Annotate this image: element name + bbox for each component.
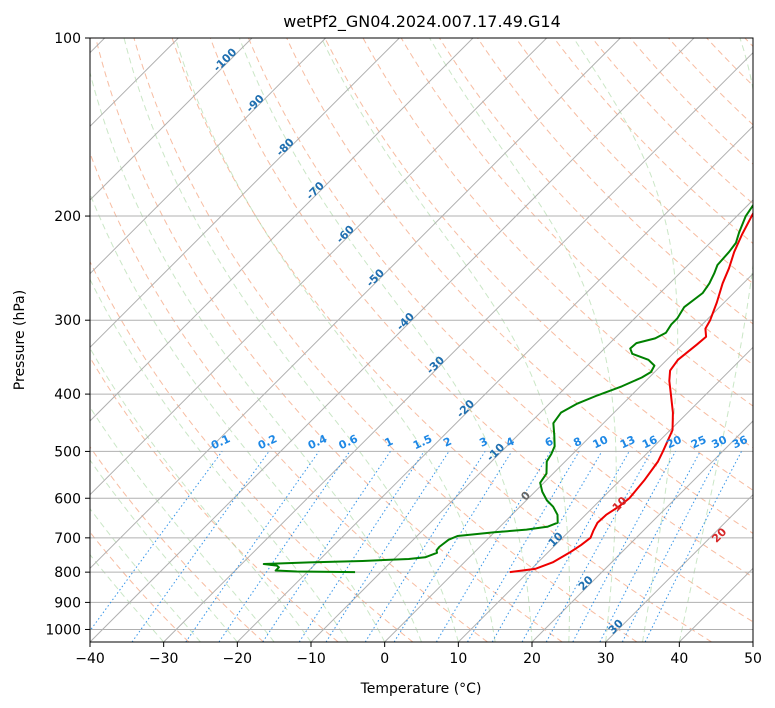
x-tick-label: 40 [670, 651, 688, 667]
mixing-ratio-line [218, 451, 351, 642]
isotherm-gridline [90, 38, 695, 642]
x-axis: −40 −30 −20 −10 0 10 20 30 40 50 [75, 642, 762, 667]
mixing-ratio-line [545, 451, 652, 642]
moist-adiabat [90, 507, 201, 642]
moist-adiabat [123, 38, 459, 642]
dry-adiabat [400, 38, 753, 407]
moist-adiabat [678, 38, 753, 642]
x-tick-label: −30 [149, 651, 179, 667]
isotherm-gridline [605, 493, 753, 642]
mixing-ratio-label: 25 [689, 433, 708, 451]
moist-adiabat [174, 38, 496, 642]
dry-adiabat [133, 38, 638, 642]
background-lines [90, 38, 753, 642]
chart-title: wetPf2_GN04.2024.007.17.49.G14 [283, 12, 561, 32]
profile-lines [262, 203, 753, 574]
isotherm-gridline [163, 51, 753, 642]
plot-frame [89, 37, 754, 643]
dry-adiabat [209, 38, 753, 623]
isotherm-gridline [236, 125, 753, 642]
y-tick-label: 500 [54, 444, 81, 460]
isotherm-gridline [90, 38, 253, 201]
y-tick-label: 100 [54, 31, 81, 47]
mixing-ratio-label: 20 [664, 433, 684, 451]
moist-adiabat [90, 459, 238, 642]
y-tick-label: 200 [54, 209, 81, 225]
dry-adiabat [324, 38, 753, 491]
isotherm-gridline [90, 38, 400, 349]
moist-adiabat [321, 38, 571, 642]
y-tick-label: 700 [54, 531, 81, 547]
y-axis-title: Pressure (hPa) [12, 290, 28, 390]
x-axis-title: Temperature (°C) [360, 681, 482, 697]
mixing-ratio-line [572, 451, 676, 642]
temperature-profile [509, 211, 753, 574]
dry-adiabat [248, 38, 753, 578]
dry-adiabat [515, 38, 753, 285]
y-tick-label: 300 [54, 313, 81, 329]
mixing-ratio-label: 36 [730, 433, 750, 451]
dry-adiabat [90, 260, 414, 642]
y-tick-label: 800 [54, 565, 81, 581]
mixing-ratio-line [325, 451, 450, 642]
mixing-ratio-line [521, 451, 630, 642]
isotherm-gridline [90, 38, 327, 275]
mixing-ratio-line [621, 451, 722, 642]
y-tick-label: 1000 [45, 622, 81, 638]
moist-adiabat [90, 192, 386, 642]
isotherm-gridline [90, 38, 548, 496]
x-tick-label: 30 [597, 651, 615, 667]
mixing-ratio-line [131, 451, 270, 642]
mixing-ratio-label: 16 [640, 433, 660, 451]
moist-adiabat [90, 406, 275, 642]
y-tick-label: 900 [54, 595, 81, 611]
x-tick-label: 20 [523, 651, 541, 667]
x-tick-label: 10 [449, 651, 467, 667]
mixing-ratio-line [298, 451, 425, 642]
mixing-ratio-label: 30 [710, 433, 730, 451]
isotherm-gridline [531, 420, 753, 642]
mixing-ratio-line [262, 451, 391, 642]
isotherm-gridline [384, 272, 753, 642]
x-tick-label: −20 [223, 651, 253, 667]
mixing-ratio-line [644, 451, 742, 642]
isotherm-gridline [90, 38, 474, 422]
y-tick-label: 600 [54, 491, 81, 507]
isotherm-gridline [457, 346, 753, 642]
mixing-ratio-line [393, 451, 513, 642]
y-axis: 100 200 300 400 500 600 700 800 900 1000 [45, 31, 90, 638]
moist-adiabat [573, 38, 679, 642]
x-tick-label: 0 [380, 651, 389, 667]
mixing-ratio-label: 13 [618, 433, 637, 451]
mixing-ratio-line [185, 451, 320, 642]
dry-adiabat [629, 38, 753, 165]
x-tick-label: 50 [744, 651, 762, 667]
isotherm-gridline [90, 38, 621, 570]
mixing-ratio-label: 10 [591, 433, 611, 451]
moist-adiabat [90, 553, 165, 642]
x-tick-label: −40 [75, 651, 105, 667]
moist-adiabat [238, 38, 533, 642]
dry-adiabat [362, 38, 753, 449]
dry-adiabat [90, 445, 264, 642]
x-tick-label: −10 [296, 651, 326, 667]
y-tick-label: 400 [54, 387, 81, 403]
isotherm-gridline [310, 199, 753, 642]
dry-adiabat [95, 38, 563, 642]
mixing-ratio-line [90, 451, 223, 632]
moist-adiabat [429, 38, 617, 642]
moist-adiabat [90, 70, 422, 642]
moist-adiabat [90, 278, 349, 642]
dewpoint-profile [262, 203, 753, 574]
